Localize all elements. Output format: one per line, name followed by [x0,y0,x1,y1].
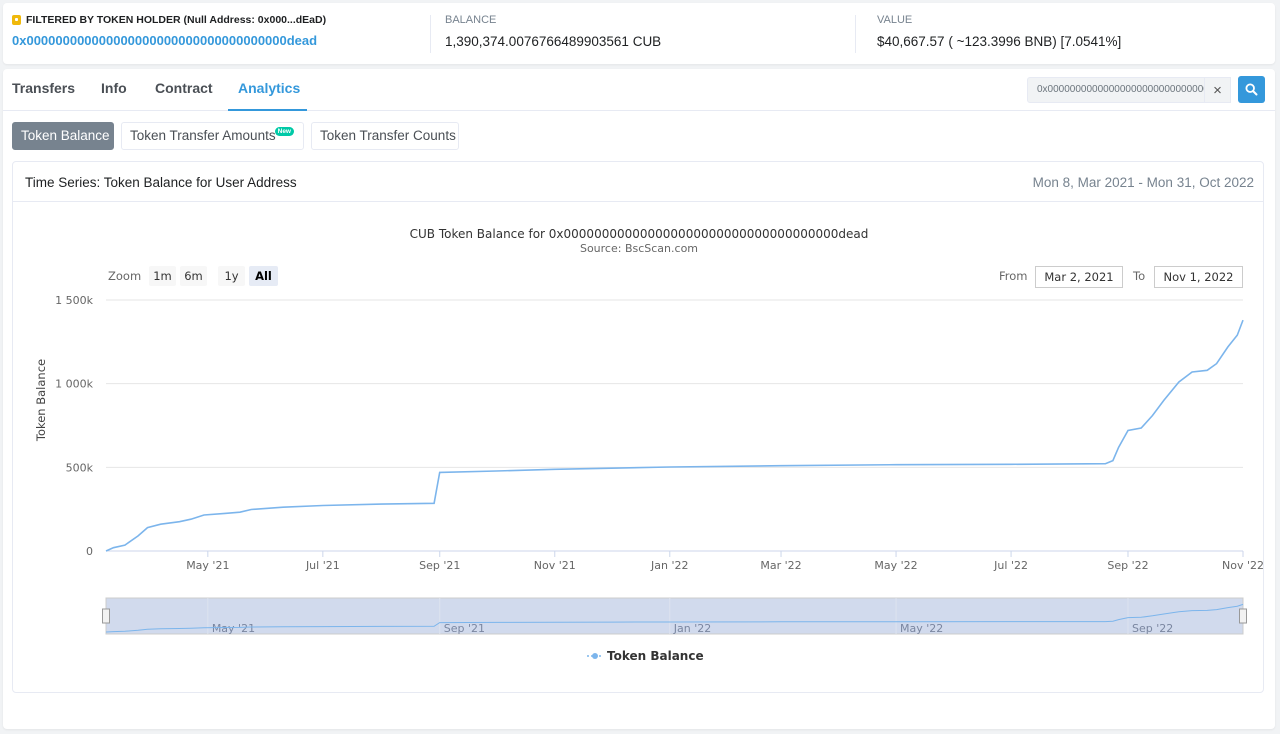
lock-icon [12,15,21,25]
y-grid [106,299,1243,552]
active-tab-indicator [228,109,307,111]
filter-label: FILTERED BY TOKEN HOLDER (Null Address: … [12,14,432,26]
new-badge: New [274,127,294,136]
token-holder-summary: FILTERED BY TOKEN HOLDER (Null Address: … [3,3,1275,64]
x-tick-label: Jul '22 [993,559,1028,572]
navigator-series-line [105,603,1244,633]
zoom-button-group: 1m 6m 1y All [149,266,278,286]
x-tick-label: Nov '21 [534,559,576,572]
panel-title: Time Series: Token Balance for User Addr… [25,175,297,190]
tab-contract[interactable]: Contract [155,80,213,96]
navigator-tick-label: Sep '21 [444,622,485,635]
zoom-button-label: All [255,269,272,283]
subtab-token-transfer-counts[interactable]: Token Transfer Counts [311,122,459,150]
range-from-label: From [999,269,1028,283]
navigator-tick-label: May '22 [900,622,943,635]
tab-transfers[interactable]: Transfers [12,80,76,96]
divider [855,15,856,53]
range-to-input[interactable]: Nov 1, 2022 [1154,266,1243,288]
x-tick-label: Jan '22 [650,559,688,572]
zoom-button-label: 1y [224,269,238,283]
x-tick-label: Jul '21 [305,559,340,572]
zoom-label: Zoom [108,269,141,283]
panel-date-range: Mon 8, Mar 2021 - Mon 31, Oct 2022 [1032,175,1254,190]
x-tick-labels: May '21 Jul '21 Sep '21 Nov '21 Jan '22 Mar '… [186,551,1263,572]
y-axis-title: Token Balance [34,359,48,442]
holder-column: FILTERED BY TOKEN HOLDER (Null Address: … [12,14,432,48]
x-tick-label: Nov '22 [1222,559,1263,572]
token-balance-line [105,319,1244,552]
x-tick-label: May '22 [874,559,917,572]
range-to-label: To [1133,269,1146,283]
value-amount: $40,667.57 ( ~123.3996 BNB) [7.0541%] [877,34,1122,49]
value-label: VALUE [877,14,913,26]
navigator-handle[interactable] [1239,608,1247,624]
navigator-handle[interactable] [102,608,110,624]
chart-subtitle: Source: BscScan.com [580,242,698,255]
search-button[interactable] [1238,76,1265,103]
balance-column: BALANCE 1,390,374.0076766489903561 CUB [445,14,661,49]
tab-info[interactable]: Info [101,80,127,96]
chart-title: CUB Token Balance for 0x0000000000000000… [410,227,869,241]
navigator-tick-label: Sep '22 [1132,622,1173,635]
tab-analytics[interactable]: Analytics [238,80,301,96]
zoom-button-All[interactable] [249,266,278,286]
navigator-mask [105,597,1244,635]
subtab-token-balance[interactable]: Token Balance [12,122,114,150]
holder-address-link[interactable]: 0x000000000000000000000000000000000000de… [12,33,318,48]
legend[interactable]: Token Balance [587,649,704,663]
chart-panel-header: Time Series: Token Balance for User Addr… [13,162,1263,202]
subtab-label: Token Transfer Amounts [130,128,276,143]
x-tick-label: Mar '22 [760,559,801,572]
range-from-input[interactable]: Mar 2, 2021 [1035,266,1123,288]
y-tick-label: 0 [86,545,93,558]
zoom-button-label: 6m [184,269,203,283]
search-input[interactable]: 0x000000000000000000000000000000000000de… [1027,77,1205,103]
chart-panel: Time Series: Token Balance for User Addr… [12,161,1264,693]
navigator[interactable]: May '21 Sep '21 Jan '22 May '22 Sep '22 [102,597,1247,635]
navigator-tick-label: Jan '22 [673,622,711,635]
y-tick-label: 1 000k [55,378,93,391]
clear-search-button[interactable]: × [1205,77,1231,103]
token-balance-chart: CUB Token Balance for 0x0000000000000000… [34,227,1263,663]
navigator-tick-label: May '21 [212,622,255,635]
subtab-token-transfer-amounts[interactable]: Token Transfer Amounts New [121,122,304,150]
x-tick-label: Sep '21 [419,559,460,572]
legend-marker [592,653,598,659]
search-icon [1245,83,1258,96]
balance-value: 1,390,374.0076766489903561 CUB [445,34,662,49]
zoom-button-1y[interactable] [218,266,245,286]
tab-bar: Transfers Info Contract Analytics 0x0000… [3,69,1275,111]
balance-label: BALANCE [445,14,497,26]
x-tick-label: May '21 [186,559,229,572]
filter-label-text: FILTERED BY TOKEN HOLDER (Null Address: … [26,14,327,26]
zoom-button-6m[interactable] [180,266,207,286]
x-tick-label: Sep '22 [1107,559,1148,572]
y-tick-label: 500k [66,461,94,474]
main-card: Transfers Info Contract Analytics 0x0000… [3,69,1275,729]
zoom-button-1m[interactable] [149,266,176,286]
legend-label: Token Balance [607,649,704,663]
value-column: VALUE $40,667.57 ( ~123.3996 BNB) [7.054… [877,14,1121,49]
y-tick-labels: 0 500k 1 000k 1 500k [55,294,93,558]
divider [430,15,431,53]
zoom-button-label: 1m [153,269,172,283]
y-tick-label: 1 500k [55,294,93,307]
